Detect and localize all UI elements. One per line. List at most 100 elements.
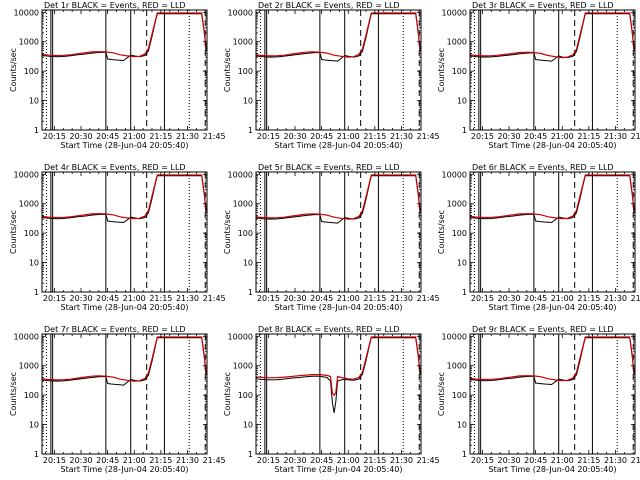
x-tick-label: 21:15 [363,456,386,465]
series-events-line [256,337,421,413]
series-lld-line [470,12,635,59]
detector-panel-9: Det 9r BLACK = Events, RED = LLD 1 10 100 10… [437,325,640,474]
x-axis-label: Start Time (28-Jun-04 20:05:40) [61,141,189,150]
x-tick-label: 20:15 [43,294,66,303]
x-tick-label: 21:00 [337,294,360,303]
x-tick-label: 20:30 [70,132,93,141]
y-tick-label: 10000 [442,332,467,341]
detector-panel-1: Det 1r BLACK = Events, RED = LLD 1 10 100 10… [9,1,226,150]
y-tick-label: 1 [248,288,253,297]
x-tick-label: 20:15 [43,456,66,465]
y-tick-label: 100 [238,229,253,238]
y-tick-label: 10000 [228,170,253,179]
y-tick-label: 10000 [228,332,253,341]
panel-title: Det 9r BLACK = Events, RED = LLD [472,325,614,334]
x-tick-label: 20:45 [524,294,547,303]
x-tick-label: 21:00 [337,456,360,465]
series-lld-line [42,174,207,220]
x-axis-label: Start Time (28-Jun-04 20:05:40) [275,141,403,150]
detector-panel-5: Det 5r BLACK = Events, RED = LLD 1 10 100 10… [223,163,440,312]
x-tick-label: 21:00 [551,294,574,303]
panel-data [42,10,207,130]
y-tick-label: 100 [24,391,39,400]
detector-panel-6: Det 6r BLACK = Events, RED = LLD 1 10 100 10… [437,163,640,312]
y-tick-label: 1 [462,288,467,297]
y-axis-label: Counts/sec [437,210,446,254]
y-tick-label: 1 [462,126,467,135]
x-tick-label: 21:30 [604,132,627,141]
plot-frame [469,333,636,455]
y-tick-label: 10 [243,421,253,430]
y-tick-label: 1 [248,450,253,459]
x-tick-label: 21:30 [604,294,627,303]
plot-frame [41,171,208,293]
y-tick-label: 100 [452,67,467,76]
y-tick-label: 1000 [19,38,39,47]
x-tick-label: 21:30 [604,456,627,465]
y-tick-label: 10 [29,97,39,106]
panel-title: Det 3r BLACK = Events, RED = LLD [472,1,614,10]
y-tick-label: 100 [24,229,39,238]
x-tick-label: 20:45 [96,456,119,465]
x-tick-label: 21:45 [631,294,640,303]
series-events-line [42,13,207,62]
series-lld-line [42,336,207,382]
y-tick-label: 1 [248,126,253,135]
x-tick-label: 21:45 [417,456,440,465]
y-tick-label: 10 [243,259,253,268]
y-tick-label: 100 [452,391,467,400]
series-lld-line [256,336,421,397]
panel-data [256,334,421,454]
y-axis-label: Counts/sec [437,48,446,92]
x-tick-label: 20:15 [471,294,494,303]
x-tick-label: 21:45 [417,294,440,303]
y-tick-label: 100 [238,391,253,400]
y-tick-label: 10000 [14,170,39,179]
y-tick-label: 1 [462,450,467,459]
x-tick-label: 20:30 [284,294,307,303]
plot-frame [469,9,636,131]
y-axis-label: Counts/sec [223,372,232,416]
panel-data [256,10,421,130]
y-tick-label: 10000 [14,332,39,341]
detector-panel-3: Det 3r BLACK = Events, RED = LLD 1 10 100 10… [437,1,640,150]
y-tick-label: 10 [29,259,39,268]
y-axis-label: Counts/sec [9,48,18,92]
y-axis-label: Counts/sec [437,372,446,416]
series-events-line [42,337,207,386]
panel-data [256,172,421,292]
series-lld-line [256,12,421,58]
x-tick-label: 21:45 [631,456,640,465]
x-tick-label: 20:30 [284,132,307,141]
y-axis-label: Counts/sec [9,210,18,254]
y-tick-label: 10 [457,97,467,106]
x-tick-label: 21:15 [363,294,386,303]
y-tick-label: 1000 [19,362,39,371]
x-tick-label: 20:45 [96,294,119,303]
y-tick-label: 1000 [233,362,253,371]
y-tick-label: 10 [457,259,467,268]
plot-frame [255,9,422,131]
y-tick-label: 10 [457,421,467,430]
y-tick-label: 10000 [14,8,39,17]
panel-data [470,172,635,292]
series-events-line [256,175,421,224]
x-tick-label: 21:00 [123,456,146,465]
x-tick-label: 21:30 [390,456,413,465]
x-tick-label: 21:15 [149,294,172,303]
plot-frame [41,333,208,455]
plot-frame [255,333,422,455]
x-tick-label: 21:15 [149,132,172,141]
x-tick-label: 20:45 [524,456,547,465]
panel-data [42,172,207,292]
y-tick-label: 1 [34,450,39,459]
x-axis-label: Start Time (28-Jun-04 20:05:40) [61,465,189,474]
x-tick-label: 21:30 [176,132,199,141]
y-tick-label: 10000 [442,170,467,179]
x-tick-label: 21:30 [176,294,199,303]
x-tick-label: 20:15 [257,456,280,465]
x-tick-label: 21:00 [551,456,574,465]
x-tick-label: 21:30 [390,294,413,303]
x-tick-label: 20:30 [284,456,307,465]
